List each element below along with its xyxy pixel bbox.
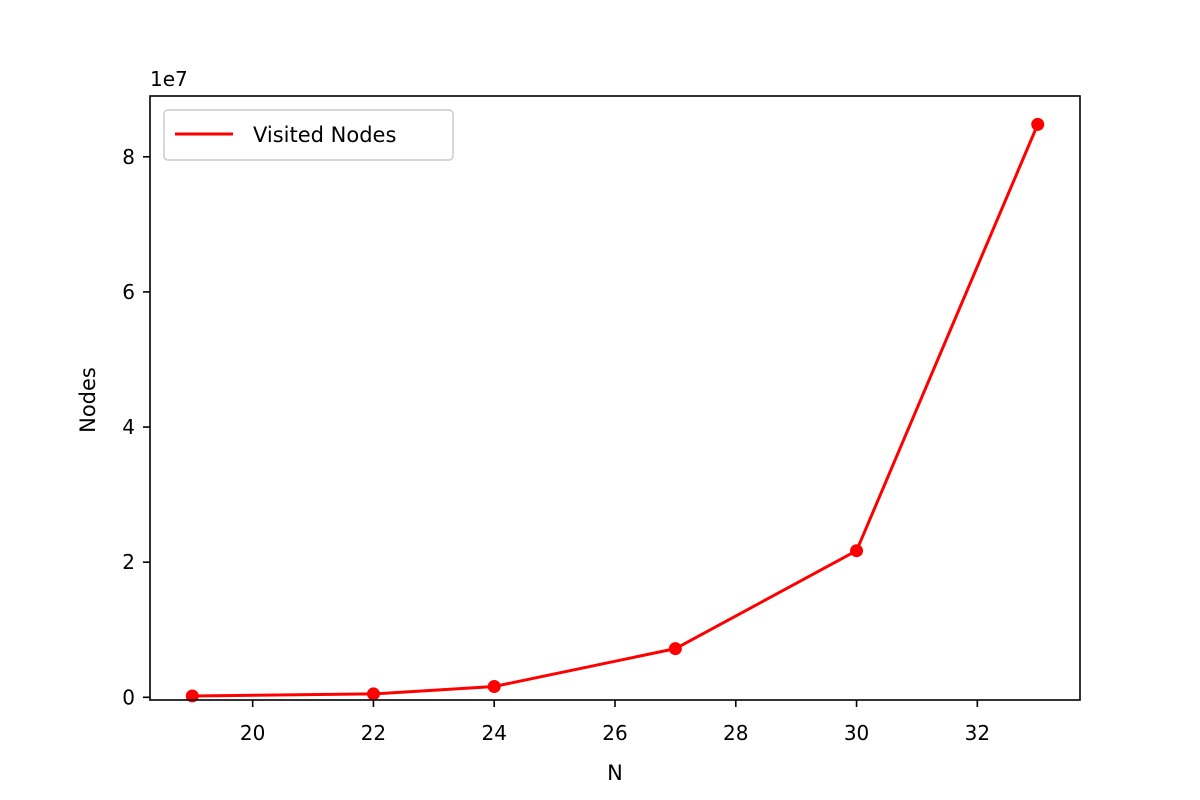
x-tick-label: 32 <box>965 721 990 745</box>
legend: Visited Nodes <box>163 109 454 161</box>
y-tick-label: 6 <box>122 280 135 304</box>
y-scale-label: 1e7 <box>150 67 188 91</box>
x-tick-label: 26 <box>602 721 627 745</box>
y-axis-label: Nodes <box>76 367 100 433</box>
x-tick-label: 30 <box>844 721 869 745</box>
plot-frame <box>149 95 1081 701</box>
data-point <box>185 689 199 703</box>
x-tick-label: 20 <box>240 721 265 745</box>
x-tick-label: 24 <box>481 721 506 745</box>
data-point <box>1031 117 1045 131</box>
x-axis-ticks: 20 22 24 26 28 30 32 <box>240 700 990 745</box>
data-point <box>366 687 380 701</box>
y-tick-label: 2 <box>122 550 135 574</box>
y-tick-label: 0 <box>122 685 135 709</box>
legend-label: Visited Nodes <box>253 123 396 147</box>
data-point <box>668 642 682 656</box>
legend-box <box>163 109 454 161</box>
y-tick-label: 4 <box>122 415 135 439</box>
y-axis-ticks: 0 2 4 6 8 <box>122 145 150 709</box>
data-point <box>487 679 501 693</box>
series-line <box>192 123 1040 698</box>
x-tick-label: 28 <box>723 721 748 745</box>
x-axis-label: N <box>607 761 623 785</box>
y-tick-label: 8 <box>122 145 135 169</box>
plot-series <box>185 117 1045 703</box>
data-point <box>850 544 864 558</box>
x-tick-label: 22 <box>361 721 386 745</box>
